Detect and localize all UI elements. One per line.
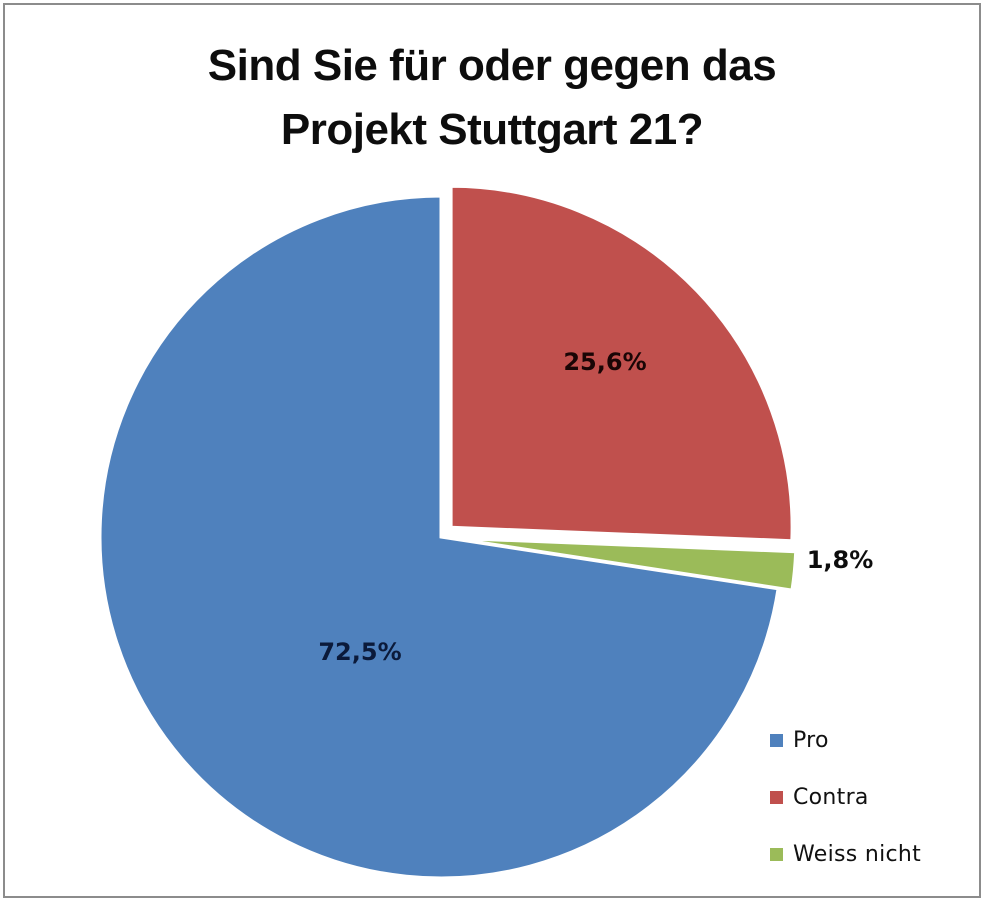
legend-swatch-weiss-nicht [770,848,783,861]
legend-swatch-pro [770,734,783,747]
chart-title-line-2: Projekt Stuttgart 21? [280,105,704,154]
legend-item-contra[interactable]: Contra [770,769,921,826]
legend-item-pro[interactable]: Pro [770,712,921,769]
legend-swatch-contra [770,791,783,804]
legend: Pro Contra Weiss nicht [770,712,921,883]
legend-item-weiss-nicht[interactable]: Weiss nicht [770,826,921,883]
data-label-pro: 72,5% [318,638,401,666]
chart-title: Sind Sie für oder gegen das Projekt Stut… [0,34,984,162]
data-label-weiss-nicht: 1,8% [807,546,874,574]
legend-label-contra: Contra [793,785,869,810]
legend-label-pro: Pro [793,728,829,753]
pie-slice-pro[interactable] [98,194,780,880]
data-label-contra: 25,6% [563,348,646,376]
pie-slice-contra[interactable] [449,184,794,543]
chart-title-line-1: Sind Sie für oder gegen das [207,41,777,90]
legend-label-weiss-nicht: Weiss nicht [793,842,922,867]
